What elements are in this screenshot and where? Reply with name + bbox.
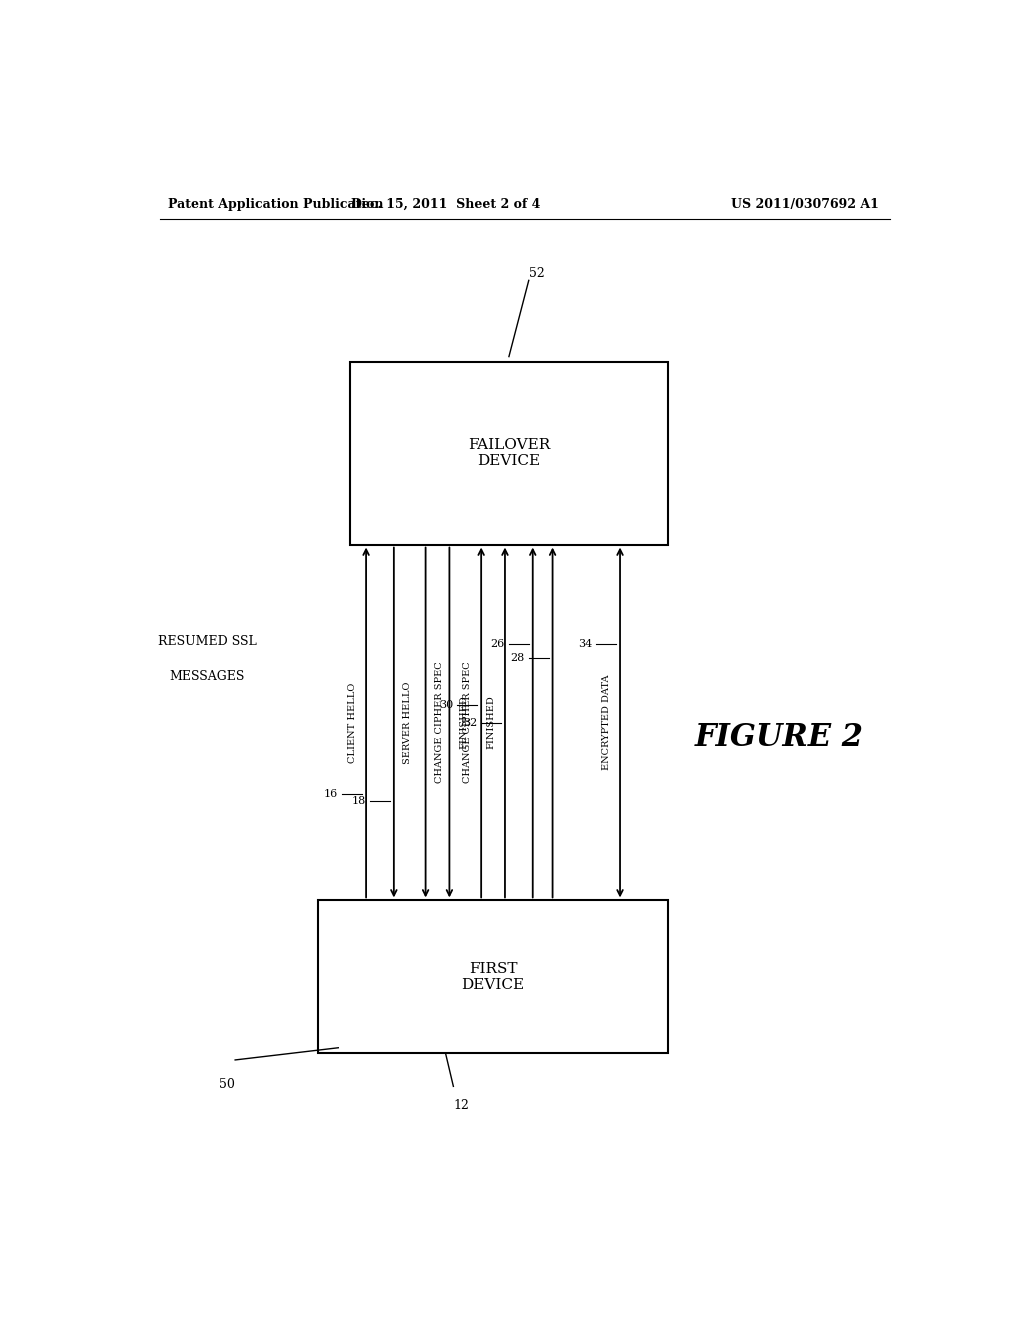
Text: CLIENT HELLO: CLIENT HELLO bbox=[347, 682, 356, 763]
Text: 18: 18 bbox=[352, 796, 367, 805]
Text: 26: 26 bbox=[490, 639, 505, 649]
Text: 28: 28 bbox=[511, 653, 524, 664]
Text: FIRST
DEVICE: FIRST DEVICE bbox=[462, 961, 524, 991]
Text: Dec. 15, 2011  Sheet 2 of 4: Dec. 15, 2011 Sheet 2 of 4 bbox=[351, 198, 540, 211]
Text: FINISHED: FINISHED bbox=[486, 696, 496, 750]
Text: ENCRYPTED DATA: ENCRYPTED DATA bbox=[601, 675, 610, 771]
Bar bbox=[350, 362, 668, 545]
Text: SERVER HELLO: SERVER HELLO bbox=[403, 681, 413, 764]
Text: 52: 52 bbox=[528, 268, 545, 280]
Text: CHANGE CIPHER SPEC: CHANGE CIPHER SPEC bbox=[435, 661, 444, 783]
Text: FIGURE 2: FIGURE 2 bbox=[694, 722, 863, 754]
Text: 50: 50 bbox=[219, 1078, 236, 1092]
Bar bbox=[318, 900, 668, 1053]
Text: CHANGE CIPHER SPEC: CHANGE CIPHER SPEC bbox=[463, 661, 472, 783]
Text: 16: 16 bbox=[324, 788, 338, 799]
Text: 30: 30 bbox=[439, 700, 454, 710]
Text: 32: 32 bbox=[463, 718, 477, 727]
Text: RESUMED SSL: RESUMED SSL bbox=[158, 635, 257, 648]
Text: FAILOVER
DEVICE: FAILOVER DEVICE bbox=[468, 438, 550, 469]
Text: FINISHED: FINISHED bbox=[459, 696, 468, 750]
Text: 12: 12 bbox=[454, 1098, 469, 1111]
Text: US 2011/0307692 A1: US 2011/0307692 A1 bbox=[731, 198, 879, 211]
Text: Patent Application Publication: Patent Application Publication bbox=[168, 198, 383, 211]
Text: MESSAGES: MESSAGES bbox=[170, 671, 245, 684]
Text: 34: 34 bbox=[578, 639, 592, 649]
